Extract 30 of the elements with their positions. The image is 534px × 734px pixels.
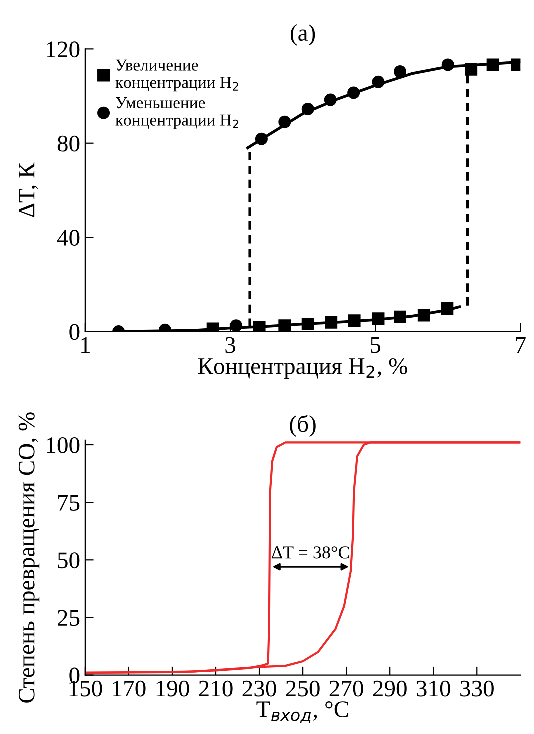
x-tick-label: 3 xyxy=(226,337,236,354)
x-tick-label: 250 xyxy=(286,680,320,697)
x-tick-label: 230 xyxy=(242,680,276,697)
y-tick-label: 40 xyxy=(57,230,80,246)
x-tick-label: 210 xyxy=(199,680,233,697)
x-tick-label: 270 xyxy=(330,680,364,697)
x-axis-title: Концентрация H$_{2}$, % xyxy=(198,358,408,380)
x-tick-label: 1 xyxy=(82,337,90,354)
chart-title: (a) xyxy=(290,24,316,46)
legend-label: Уменьшение концентрации H$_{2}$ xyxy=(116,97,238,130)
y-axis-title: ΔT, К xyxy=(18,162,38,218)
x-tick-label: 190 xyxy=(156,680,190,697)
annotation: ΔT = 38°C xyxy=(272,546,350,559)
x-tick-label: 310 xyxy=(417,680,450,697)
y-tick-label: 120 xyxy=(47,42,80,58)
y-tick-label: 80 xyxy=(58,136,80,152)
chart-title: (б) xyxy=(290,415,316,438)
y-axis-title: Степень превращения CO, % xyxy=(18,412,40,703)
x-tick-label: 7 xyxy=(516,338,526,354)
x-tick-label: 290 xyxy=(373,680,407,697)
legend-label: Увеличение концентрации H$_{2}$ xyxy=(116,60,238,92)
y-tick-label: 25 xyxy=(58,610,80,626)
x-tick-label: 330 xyxy=(460,680,494,697)
y-tick-label: 100 xyxy=(47,437,80,454)
x-tick-label: 5 xyxy=(371,338,381,354)
x-axis-title: T$_{вход}$, °C xyxy=(256,702,348,724)
x-tick-label: 170 xyxy=(113,680,146,697)
y-tick-label: 75 xyxy=(58,495,80,511)
y-tick-label: 50 xyxy=(58,552,80,569)
y-tick-label: 0 xyxy=(70,324,80,340)
